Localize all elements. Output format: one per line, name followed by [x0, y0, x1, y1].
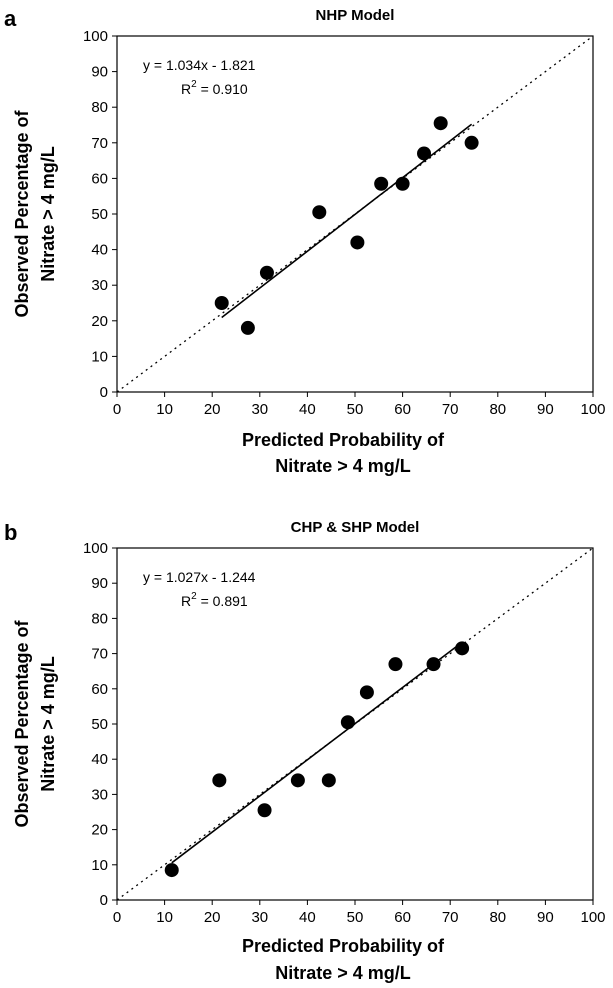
y-tick-label: 50 [91, 206, 108, 223]
x-tick-label: 40 [299, 909, 316, 926]
y-tick-label: 20 [91, 822, 108, 839]
y-tick-label: 70 [91, 646, 108, 663]
y-axis-title: Observed Percentage of [12, 619, 32, 827]
x-tick-label: 100 [580, 909, 605, 926]
chart-title: NHP Model [316, 7, 395, 24]
y-tick-label: 40 [91, 751, 108, 768]
x-tick-label: 60 [394, 909, 411, 926]
y-tick-label: 40 [91, 242, 108, 259]
chart-panel-a: a NHP Model 0 10 20 30 40 50 60 70 80 90 100 0 10 20 30 4… [4, 6, 606, 476]
y-tick-label: 20 [91, 313, 108, 330]
x-axis-title: Nitrate > 4 mg/L [275, 963, 411, 983]
x-tick-label: 90 [537, 401, 554, 418]
data-point [340, 715, 355, 730]
data-point [359, 685, 374, 700]
regression-equation: y = 1.027x - 1.244 [143, 569, 256, 585]
y-axis-title: Nitrate > 4 mg/L [38, 656, 58, 792]
y-tick-label: 100 [83, 540, 108, 557]
x-tick-label: 0 [113, 909, 121, 926]
data-point [455, 641, 470, 656]
x-tick-label: 20 [204, 401, 221, 418]
x-tick-label: 100 [580, 401, 605, 418]
y-tick-label: 0 [100, 892, 108, 909]
chart-title: CHP & SHP Model [291, 519, 420, 536]
y-tick-label: 30 [91, 786, 108, 803]
y-tick-label: 0 [100, 384, 108, 401]
panel-letter: a [4, 6, 17, 31]
regression-equation: y = 1.034x - 1.821 [143, 57, 256, 73]
data-point [464, 135, 479, 150]
r-squared-label: R2 = 0.910 [181, 79, 248, 97]
data-point [212, 773, 227, 788]
y-tick-label: 80 [91, 99, 108, 116]
x-tick-label: 30 [251, 401, 268, 418]
x-tick-label: 10 [156, 401, 173, 418]
x-tick-label: 30 [251, 909, 268, 926]
x-tick-label: 40 [299, 401, 316, 418]
trendline [171, 641, 463, 864]
data-point [164, 863, 179, 878]
data-point [350, 235, 365, 250]
data-point [321, 773, 336, 788]
x-tick-label: 60 [394, 401, 411, 418]
y-tick-label: 10 [91, 348, 108, 365]
y-tick-label: 50 [91, 716, 108, 733]
y-tick-label: 10 [91, 857, 108, 874]
x-tick-label: 80 [489, 401, 506, 418]
data-point [257, 803, 272, 818]
x-tick-label: 70 [442, 401, 459, 418]
x-tick-label: 70 [442, 909, 459, 926]
y-tick-label: 90 [91, 64, 108, 81]
y-axis-title: Observed Percentage of [12, 109, 32, 317]
reference-line [116, 547, 594, 901]
data-point [374, 176, 389, 191]
y-tick-label: 70 [91, 135, 108, 152]
y-tick-label: 80 [91, 610, 108, 627]
r-squared-label: R2 = 0.891 [181, 591, 248, 609]
y-tick-label: 100 [83, 28, 108, 45]
data-point [417, 146, 432, 161]
data-point [395, 176, 410, 191]
data-point [259, 265, 274, 280]
x-tick-label: 0 [113, 401, 121, 418]
y-tick-label: 30 [91, 277, 108, 294]
x-axis-title: Nitrate > 4 mg/L [275, 456, 411, 476]
y-tick-label: 60 [91, 170, 108, 187]
x-tick-label: 50 [347, 401, 364, 418]
x-tick-label: 50 [347, 909, 364, 926]
chart-panel-b: b CHP & SHP Model 0 10 20 30 40 50 60 70 80 90 100 0 1… [4, 519, 606, 983]
y-tick-label: 60 [91, 681, 108, 698]
trendline [221, 123, 473, 319]
data-point [426, 657, 441, 672]
data-point [214, 296, 229, 310]
data-point [240, 320, 255, 335]
data-point [388, 657, 403, 672]
x-tick-label: 80 [489, 909, 506, 926]
x-tick-label: 90 [537, 909, 554, 926]
x-axis-title: Predicted Probability of [242, 936, 445, 956]
y-tick-label: 90 [91, 575, 108, 592]
data-point [433, 116, 448, 131]
panel-letter: b [4, 520, 17, 545]
x-tick-label: 10 [156, 909, 173, 926]
data-point [290, 773, 305, 788]
x-axis-title: Predicted Probability of [242, 430, 445, 450]
data-point [312, 205, 327, 220]
x-tick-label: 20 [204, 909, 221, 926]
y-axis-title: Nitrate > 4 mg/L [38, 146, 58, 282]
